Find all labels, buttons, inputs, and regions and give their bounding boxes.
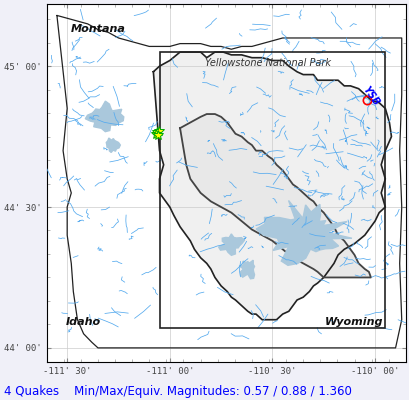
Text: Idaho: Idaho xyxy=(66,317,101,327)
Text: 4 Quakes    Min/Max/Equiv. Magnitudes: 0.57 / 0.88 / 1.360: 4 Quakes Min/Max/Equiv. Magnitudes: 0.57… xyxy=(4,385,351,398)
Text: Yellowstone National Park: Yellowstone National Park xyxy=(205,58,330,68)
Polygon shape xyxy=(256,200,351,265)
Polygon shape xyxy=(153,52,391,320)
Text: Montana: Montana xyxy=(70,24,125,34)
Polygon shape xyxy=(85,101,124,132)
Polygon shape xyxy=(218,234,244,255)
Polygon shape xyxy=(106,138,120,152)
Polygon shape xyxy=(180,114,370,278)
Text: YSB: YSB xyxy=(360,84,380,108)
Bar xyxy=(159,52,384,328)
Polygon shape xyxy=(239,260,254,279)
Text: Wyoming: Wyoming xyxy=(324,317,383,327)
